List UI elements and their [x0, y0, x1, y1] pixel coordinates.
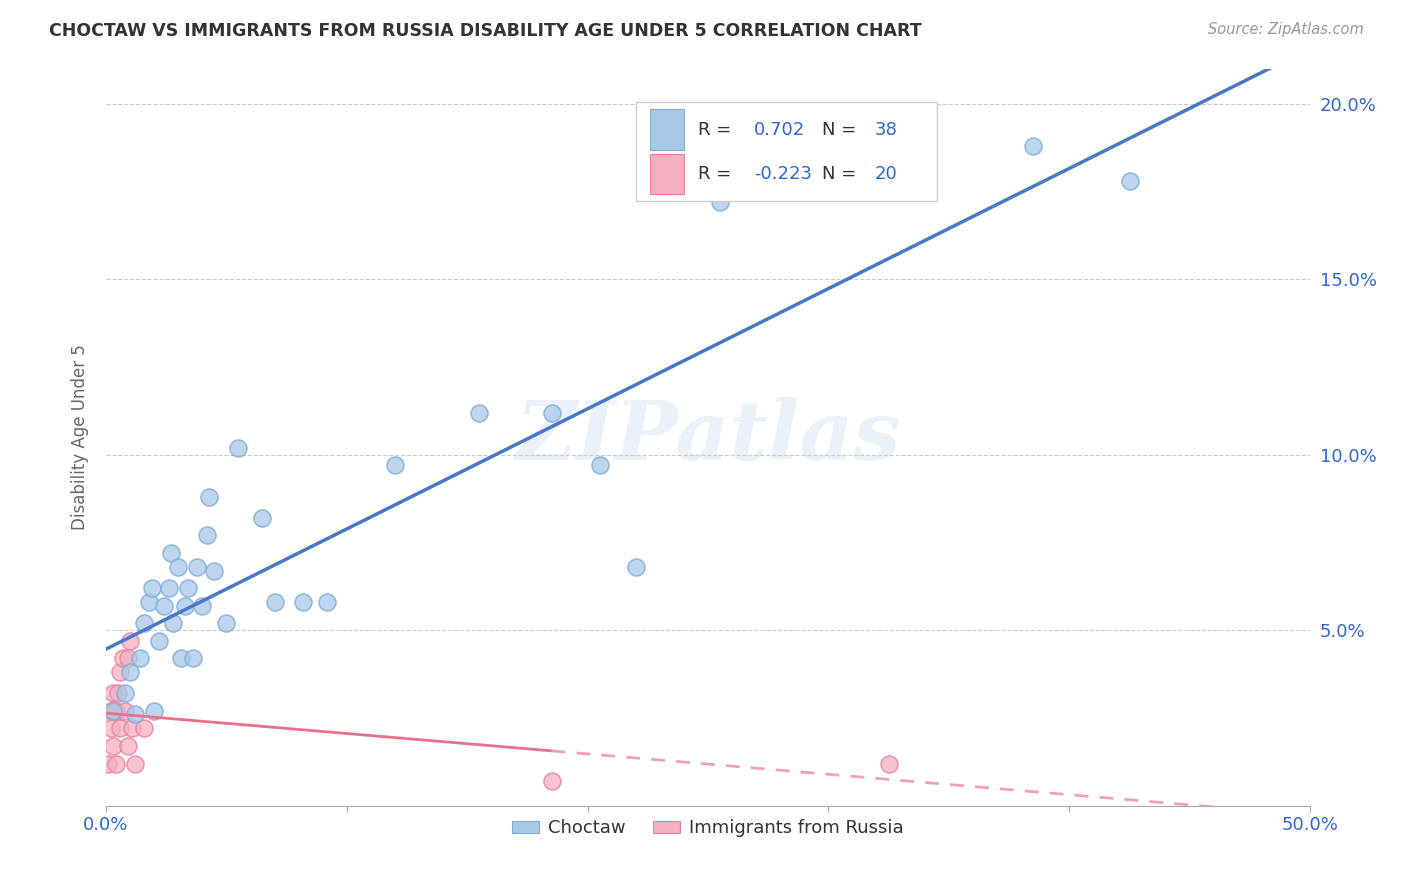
- Point: [114, 704, 136, 718]
- Point: [117, 739, 139, 753]
- Point: [110, 722, 132, 736]
- Point: [157, 581, 180, 595]
- FancyBboxPatch shape: [636, 102, 936, 202]
- Point: [624, 560, 647, 574]
- Point: [181, 651, 204, 665]
- Point: [160, 546, 183, 560]
- Legend: Choctaw, Immigrants from Russia: Choctaw, Immigrants from Russia: [505, 812, 911, 845]
- Y-axis label: Disability Age Under 5: Disability Age Under 5: [72, 344, 89, 530]
- Point: [124, 707, 146, 722]
- Point: [100, 704, 122, 718]
- Point: [228, 441, 250, 455]
- Text: 0.702: 0.702: [754, 120, 806, 139]
- Point: [101, 704, 124, 718]
- Point: [118, 633, 141, 648]
- Text: R =: R =: [699, 165, 737, 183]
- Point: [111, 651, 134, 665]
- Point: [1022, 138, 1045, 153]
- Point: [292, 595, 315, 609]
- Point: [589, 458, 612, 473]
- Point: [169, 651, 191, 665]
- FancyBboxPatch shape: [650, 153, 683, 194]
- Point: [186, 560, 208, 574]
- Text: 38: 38: [875, 120, 897, 139]
- Point: [124, 756, 146, 771]
- Text: CHOCTAW VS IMMIGRANTS FROM RUSSIA DISABILITY AGE UNDER 5 CORRELATION CHART: CHOCTAW VS IMMIGRANTS FROM RUSSIA DISABI…: [49, 22, 922, 40]
- Point: [162, 616, 184, 631]
- Point: [110, 665, 132, 680]
- Point: [202, 564, 225, 578]
- Point: [114, 686, 136, 700]
- Point: [104, 704, 127, 718]
- Point: [468, 405, 491, 419]
- Point: [215, 616, 238, 631]
- Point: [97, 756, 120, 771]
- Point: [104, 756, 127, 771]
- Text: 20: 20: [875, 165, 897, 183]
- Point: [117, 651, 139, 665]
- Point: [195, 528, 218, 542]
- Text: ZIPatlas: ZIPatlas: [516, 397, 901, 477]
- Point: [128, 651, 150, 665]
- Point: [177, 581, 200, 595]
- Point: [540, 405, 562, 419]
- Point: [143, 704, 166, 718]
- Point: [1118, 174, 1140, 188]
- Point: [252, 511, 274, 525]
- Point: [121, 722, 143, 736]
- Point: [118, 665, 141, 680]
- Point: [540, 774, 562, 789]
- FancyBboxPatch shape: [650, 110, 683, 150]
- Point: [152, 599, 174, 613]
- Text: Source: ZipAtlas.com: Source: ZipAtlas.com: [1208, 22, 1364, 37]
- Point: [100, 722, 122, 736]
- Point: [167, 560, 190, 574]
- Point: [198, 490, 221, 504]
- Point: [134, 722, 156, 736]
- Text: R =: R =: [699, 120, 737, 139]
- Point: [101, 686, 124, 700]
- Point: [384, 458, 406, 473]
- Text: N =: N =: [823, 165, 862, 183]
- Point: [138, 595, 160, 609]
- Point: [134, 616, 156, 631]
- Point: [174, 599, 197, 613]
- Point: [877, 756, 900, 771]
- Text: -0.223: -0.223: [754, 165, 811, 183]
- Point: [107, 686, 129, 700]
- Point: [101, 739, 124, 753]
- Point: [263, 595, 285, 609]
- Point: [141, 581, 163, 595]
- Point: [709, 194, 731, 209]
- Point: [316, 595, 339, 609]
- Point: [191, 599, 214, 613]
- Text: N =: N =: [823, 120, 862, 139]
- Point: [148, 633, 170, 648]
